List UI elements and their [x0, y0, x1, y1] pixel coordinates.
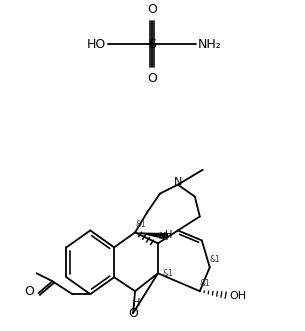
- Text: &1: &1: [200, 279, 210, 288]
- Text: O: O: [25, 285, 34, 298]
- Text: &1: &1: [163, 269, 174, 278]
- Text: H: H: [133, 298, 141, 308]
- Text: &1: &1: [210, 255, 221, 264]
- Text: &1: &1: [135, 220, 146, 229]
- Text: H: H: [165, 230, 172, 240]
- Text: OH: OH: [230, 291, 247, 301]
- Text: O: O: [147, 3, 157, 16]
- Text: &1: &1: [158, 232, 169, 241]
- Text: O: O: [147, 72, 157, 85]
- Text: O: O: [128, 307, 138, 319]
- Text: HO: HO: [87, 38, 106, 51]
- Polygon shape: [135, 232, 168, 240]
- Text: N: N: [174, 177, 182, 187]
- Text: S: S: [148, 38, 156, 51]
- Text: NH₂: NH₂: [198, 38, 221, 51]
